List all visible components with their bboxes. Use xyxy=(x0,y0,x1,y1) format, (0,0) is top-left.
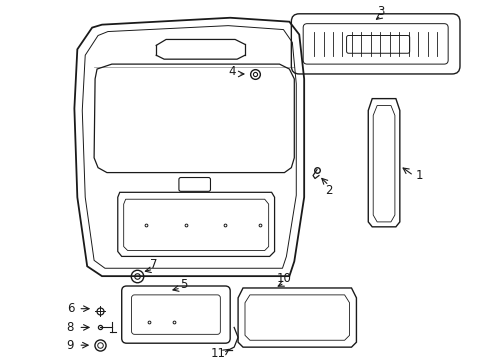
Text: 2: 2 xyxy=(325,184,332,197)
Text: 1: 1 xyxy=(415,169,423,182)
Text: 7: 7 xyxy=(149,258,157,271)
Text: 10: 10 xyxy=(276,271,291,285)
Text: 11: 11 xyxy=(210,347,225,360)
Text: 6: 6 xyxy=(66,302,74,315)
Text: 5: 5 xyxy=(180,278,187,291)
Text: 3: 3 xyxy=(377,5,384,18)
Text: 8: 8 xyxy=(66,321,74,334)
Text: 9: 9 xyxy=(66,339,74,352)
Text: 4: 4 xyxy=(228,64,235,77)
